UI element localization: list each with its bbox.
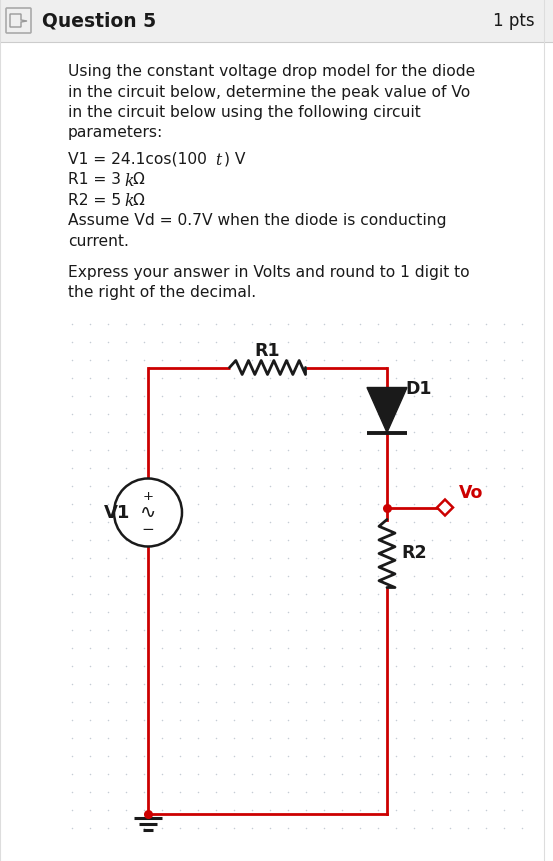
Text: Ω: Ω [132,172,144,188]
Text: V1: V1 [104,504,131,522]
Text: ∿: ∿ [140,503,156,522]
Text: ) V: ) V [224,152,246,167]
Text: k: k [124,172,133,189]
Text: in the circuit below, determine the peak value of Vo: in the circuit below, determine the peak… [68,84,470,100]
Text: Assume Vd = 0.7V when the diode is conducting: Assume Vd = 0.7V when the diode is condu… [68,214,446,228]
Text: R2 = 5: R2 = 5 [68,193,126,208]
Text: D1: D1 [405,381,431,399]
Text: R1: R1 [255,342,280,360]
Text: Vo: Vo [459,485,483,503]
Text: Using the constant voltage drop model for the diode: Using the constant voltage drop model fo… [68,64,475,79]
Text: +: + [143,490,154,503]
Text: 1 pts: 1 pts [493,12,535,30]
Text: R2: R2 [401,544,426,562]
Text: Ω: Ω [132,193,144,208]
Polygon shape [367,387,407,432]
Polygon shape [10,14,27,27]
Text: the right of the decimal.: the right of the decimal. [68,285,256,300]
Text: −: − [142,522,154,537]
Text: R1 = 3: R1 = 3 [68,172,126,188]
Text: V1 = 24.1cos(100: V1 = 24.1cos(100 [68,152,207,167]
Text: current.: current. [68,234,129,249]
Bar [0,0,553,42]
Text: t: t [215,152,221,169]
Circle shape [114,479,182,547]
Text: in the circuit below using the following circuit: in the circuit below using the following… [68,105,421,120]
Text: Question 5: Question 5 [42,11,156,30]
Polygon shape [437,499,453,516]
Text: k: k [124,193,133,210]
FancyBboxPatch shape [6,8,31,33]
Text: Express your answer in Volts and round to 1 digit to: Express your answer in Volts and round t… [68,264,469,280]
Text: parameters:: parameters: [68,126,163,140]
